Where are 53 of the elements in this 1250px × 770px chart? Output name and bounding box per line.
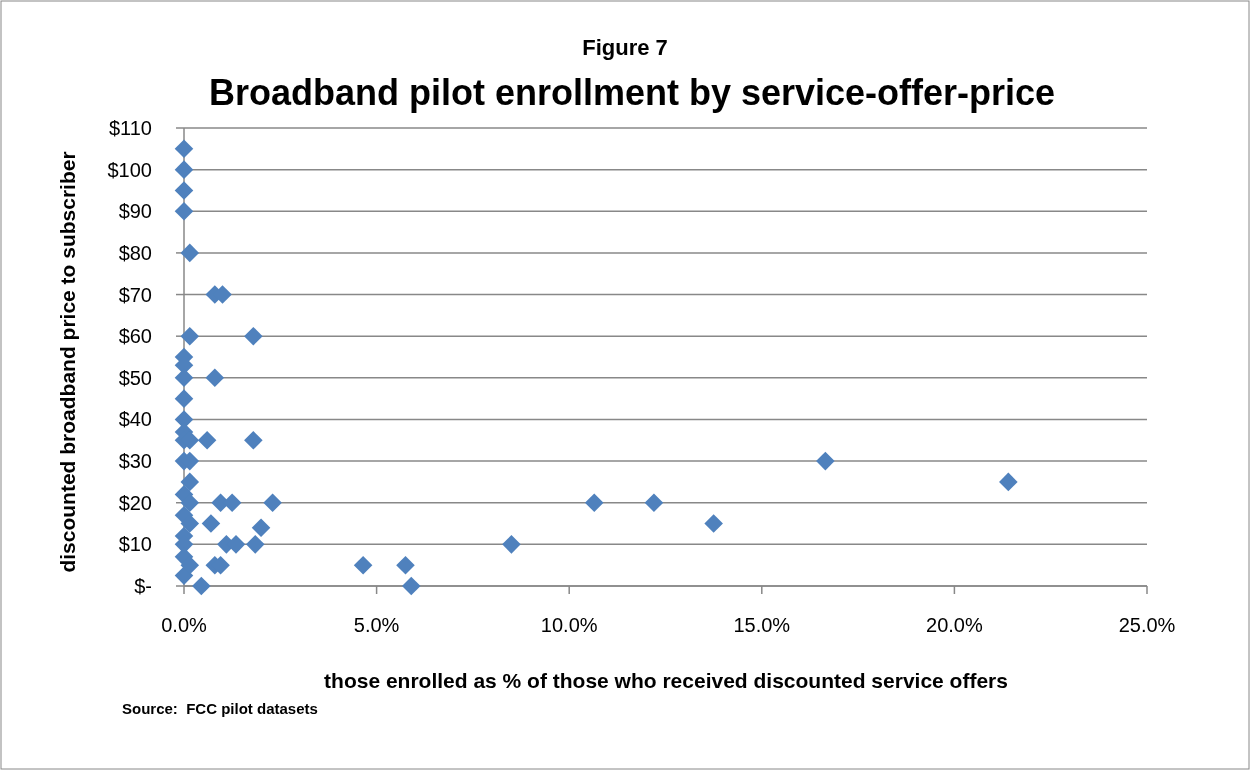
point [201, 514, 221, 533]
x-axis-title: those enrolled as % of those who received discounted service offers [324, 669, 1008, 692]
point [174, 389, 194, 408]
y-tick-label: $70 [118, 283, 152, 306]
point [353, 555, 373, 575]
point [180, 555, 200, 575]
point [205, 368, 225, 388]
point [180, 514, 200, 533]
point [502, 535, 521, 554]
point [644, 493, 664, 513]
point [263, 493, 282, 513]
y-tick-label: $80 [118, 241, 152, 264]
point [704, 514, 723, 533]
point [245, 535, 265, 554]
point [174, 201, 194, 221]
x-tick-label: 15.0% [733, 614, 791, 636]
point [180, 243, 200, 263]
point [174, 368, 194, 388]
y-tick-label: $- [134, 575, 152, 597]
y-tick-label: $30 [118, 450, 152, 473]
point [180, 472, 200, 492]
point [174, 160, 194, 179]
point [584, 493, 604, 513]
y-axis-title: discounted broadband price to subscriber [56, 151, 79, 573]
point [180, 493, 200, 513]
x-tick-label: 5.0% [353, 614, 400, 636]
point [180, 326, 200, 346]
point [244, 326, 263, 346]
point [999, 472, 1018, 492]
point [401, 576, 421, 596]
x-tick-label: 25.0% [1118, 614, 1176, 636]
chart-subtitle: Figure 7 [582, 35, 668, 60]
x-tick-label: 10.0% [540, 614, 598, 636]
y-tick-label: $60 [118, 325, 152, 348]
point [244, 430, 263, 450]
point [174, 139, 194, 159]
y-tick-label: $110 [108, 117, 152, 139]
source-note: Source: FCC pilot datasets [122, 700, 318, 717]
point [174, 181, 194, 200]
point [816, 451, 835, 471]
y-tick-label: $100 [107, 158, 152, 181]
y-tick-label: $50 [118, 366, 152, 389]
chart-title: Broadband pilot enrollment by service-offer-price [208, 72, 1056, 113]
y-tick-label: $10 [118, 533, 152, 556]
x-tick-label: 0.0% [161, 614, 208, 636]
y-tick-label: $90 [118, 200, 152, 223]
point [192, 576, 211, 596]
point [197, 430, 217, 450]
y-tick-label: $40 [118, 408, 152, 431]
x-tick-label: 20.0% [926, 614, 983, 636]
y-tick-label: $20 [118, 491, 152, 514]
point [396, 555, 415, 575]
point [251, 518, 271, 537]
